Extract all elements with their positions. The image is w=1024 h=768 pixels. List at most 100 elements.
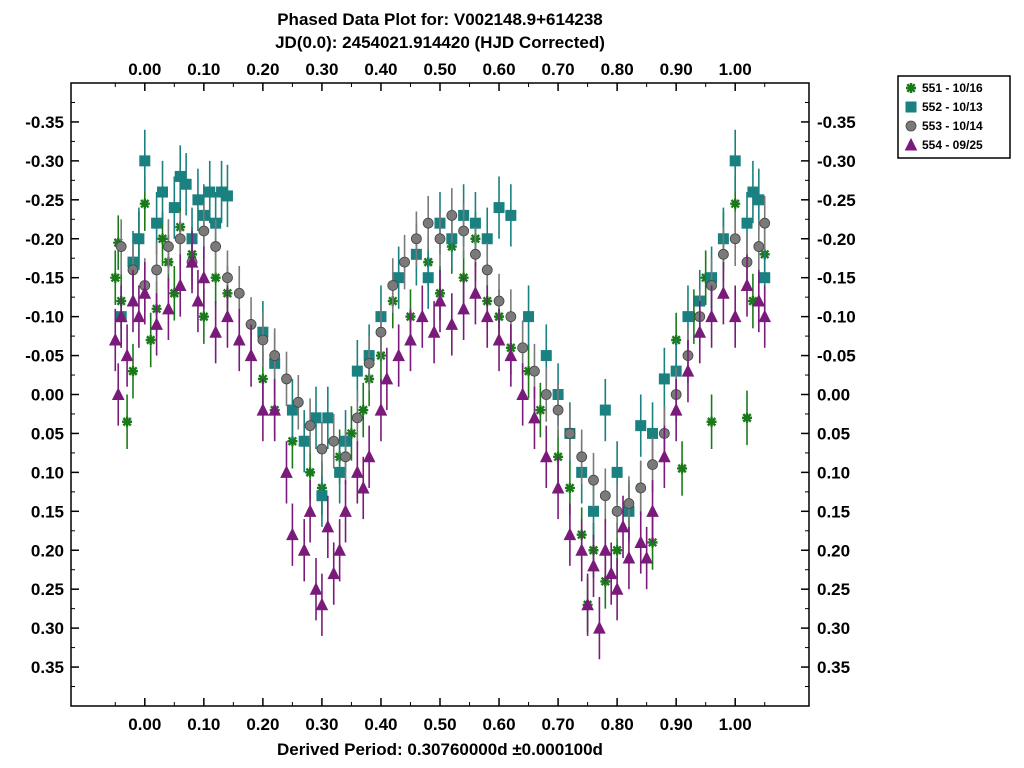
x-tick-label-top: 0.90 xyxy=(660,60,693,79)
data-point xyxy=(358,382,369,438)
x-tick-label: 0.70 xyxy=(542,715,575,734)
data-point xyxy=(303,480,317,543)
data-point xyxy=(115,219,127,274)
legend-label: 553 - 10/14 xyxy=(922,119,983,133)
x-tick-label-top: 0.20 xyxy=(246,60,279,79)
data-point xyxy=(427,301,441,364)
x-tick-label: 0.80 xyxy=(601,715,634,734)
data-point xyxy=(552,382,564,438)
data-point xyxy=(174,145,186,208)
x-tick-label-top: 0.30 xyxy=(305,60,338,79)
y-tick-label-right: -0.25 xyxy=(817,191,856,210)
data-point xyxy=(635,394,647,457)
y-tick-label: 0.00 xyxy=(31,386,64,405)
data-point xyxy=(640,526,653,590)
data-point xyxy=(677,441,688,496)
data-point xyxy=(404,308,417,372)
y-tick-label: -0.30 xyxy=(25,152,64,171)
data-point xyxy=(551,456,565,520)
data-point xyxy=(422,246,434,309)
data-point xyxy=(717,262,730,325)
data-point xyxy=(304,398,316,453)
data-point xyxy=(523,343,534,399)
data-point xyxy=(280,441,293,504)
data-point xyxy=(111,363,125,426)
data-point xyxy=(339,480,352,543)
x-tick-label-top: 0.40 xyxy=(364,60,397,79)
x-tick-label-top: 0.00 xyxy=(128,60,161,79)
data-point xyxy=(581,573,594,636)
data-point xyxy=(564,406,576,461)
data-point xyxy=(346,406,357,461)
data-point xyxy=(740,254,754,317)
data-point xyxy=(422,195,434,251)
data-point xyxy=(493,176,505,239)
data-point xyxy=(114,285,128,348)
legend-item: 551 - 10/16 xyxy=(906,81,983,95)
data-point xyxy=(120,324,134,387)
data-point xyxy=(635,460,647,516)
y-tick-label-right: -0.05 xyxy=(817,347,856,366)
data-point xyxy=(658,425,671,488)
y-tick-label: -0.20 xyxy=(25,230,64,249)
data-point xyxy=(185,230,199,294)
data-point xyxy=(523,285,535,348)
data-point xyxy=(315,573,329,636)
data-point xyxy=(286,378,298,442)
x-tick-label-top: 0.80 xyxy=(601,60,634,79)
legend-item: 554 - 09/25 xyxy=(904,137,983,152)
y-tick-label-right: -0.20 xyxy=(817,230,856,249)
data-point xyxy=(209,301,222,364)
data-point xyxy=(150,293,163,356)
x-tick-label: 0.30 xyxy=(305,715,338,734)
data-point xyxy=(145,312,156,368)
data-point xyxy=(540,367,552,422)
data-point xyxy=(310,386,322,450)
data-point xyxy=(434,211,446,267)
data-point xyxy=(309,558,323,621)
data-point xyxy=(593,596,606,660)
data-point xyxy=(232,308,246,372)
data-point xyxy=(268,378,281,442)
x-tick-label-top: 0.10 xyxy=(187,60,220,79)
legend-label: 554 - 09/25 xyxy=(922,138,983,152)
data-marks xyxy=(108,129,772,660)
data-point xyxy=(705,285,718,348)
y-tick-label: 0.05 xyxy=(31,424,64,443)
y-tick-label-right: 0.30 xyxy=(817,619,850,638)
data-point xyxy=(169,266,180,321)
data-point xyxy=(316,421,328,477)
data-point xyxy=(210,219,222,274)
chart-title: Phased Data Plot for: V002148.9+614238 xyxy=(277,10,603,29)
legend-label: 552 - 10/13 xyxy=(922,100,983,114)
data-point xyxy=(322,386,334,450)
data-point xyxy=(492,308,506,372)
data-point xyxy=(599,468,611,523)
data-point xyxy=(539,425,553,488)
data-point xyxy=(180,153,192,216)
y-tick-label-right: 0.25 xyxy=(817,580,850,599)
legend: 551 - 10/16 552 - 10/13 553 - 10/14 554 - 0… xyxy=(897,75,1011,159)
y-tick-label-right: 0.20 xyxy=(817,541,850,560)
data-point xyxy=(480,285,494,348)
data-point xyxy=(221,164,233,228)
data-point xyxy=(356,456,370,520)
x-tick-label: 0.10 xyxy=(187,715,220,734)
y-tick-label-right: -0.35 xyxy=(817,113,856,132)
data-point xyxy=(327,542,341,605)
data-point xyxy=(257,312,269,368)
data-point xyxy=(587,534,600,597)
data-point xyxy=(380,347,394,411)
data-point xyxy=(328,413,340,469)
plot-frame xyxy=(70,82,810,707)
data-point xyxy=(753,219,765,274)
data-point xyxy=(298,410,310,473)
data-point xyxy=(281,351,292,407)
y-tick-label: 0.25 xyxy=(31,580,64,599)
data-point xyxy=(192,168,204,231)
data-point xyxy=(458,203,470,259)
data-point xyxy=(616,495,630,559)
data-point xyxy=(469,262,482,325)
x-tick-label-top: 0.50 xyxy=(423,60,456,79)
